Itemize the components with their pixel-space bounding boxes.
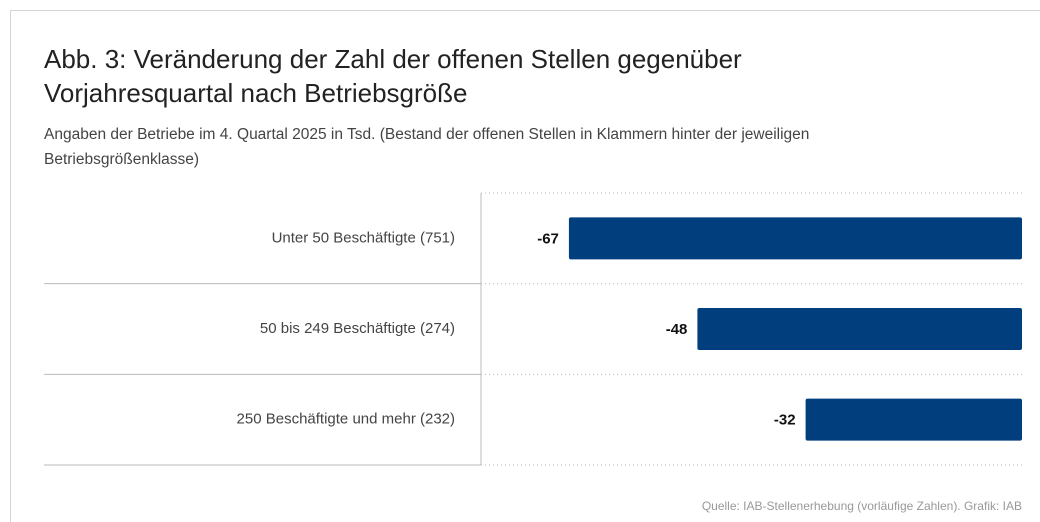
value-label: -67 [537,230,559,247]
category-label: Unter 50 Beschäftigte (751) [272,229,455,246]
value-label: -32 [774,412,796,429]
card [10,10,1040,522]
chart-subtitle: Angaben der Betriebe im 4. Quartal 2025 … [44,126,810,168]
source: Quelle: IAB-Stellenerhebung (vorläufige … [702,499,1022,513]
value-label: -48 [666,321,688,338]
chart-title: Abb. 3: Veränderung der Zahl der offenen… [44,44,742,108]
category-label: 250 Beschäftigte und mehr (232) [237,411,455,428]
category-label: 50 bis 249 Beschäftigte (274) [260,320,455,337]
bar [697,308,1022,350]
bar [805,398,1022,441]
bar [568,217,1022,260]
